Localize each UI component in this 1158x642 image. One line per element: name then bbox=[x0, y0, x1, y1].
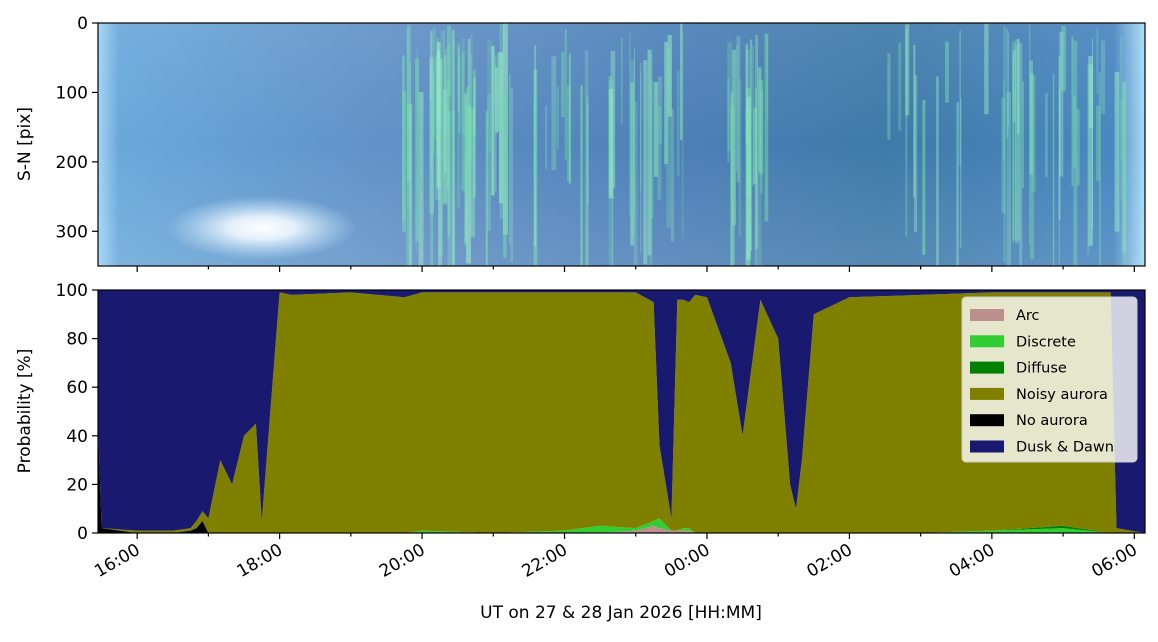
legend-box bbox=[961, 296, 1138, 463]
keogram-moon-glare bbox=[167, 196, 357, 260]
probability-ytick-label: 40 bbox=[66, 427, 88, 447]
legend-label: No aurora bbox=[1016, 413, 1088, 429]
probability-areas bbox=[98, 290, 1145, 533]
keogram-y-axis: 0 100 200 300 bbox=[56, 14, 98, 242]
probability-ytick-label: 0 bbox=[77, 524, 88, 544]
legend-swatch bbox=[970, 309, 1004, 321]
probability-xtick-label: 22:00 bbox=[519, 540, 571, 582]
x-axis-label: UT on 27 & 28 Jan 2026 [HH:MM] bbox=[480, 603, 762, 623]
probability-x-axis: 16:00 18:00 20:00 22:00 00:00 02:00 04:00 06:00 bbox=[91, 533, 1141, 582]
area-no-aurora bbox=[98, 423, 1145, 533]
area-noisy-aurora bbox=[98, 292, 1145, 533]
legend-swatch bbox=[970, 335, 1004, 348]
keogram-x-ticks bbox=[136, 266, 1135, 272]
keogram-ylabel: S-N [pix] bbox=[15, 107, 35, 181]
legend-swatch bbox=[970, 387, 1004, 400]
probability-xtick-label: 00:00 bbox=[661, 540, 713, 582]
probability-ytick-label: 80 bbox=[66, 330, 88, 350]
probability-frame bbox=[97, 289, 1146, 534]
probability-panel bbox=[98, 290, 1145, 533]
keogram-ytick-label: 0 bbox=[77, 14, 88, 34]
legend-label: Noisy aurora bbox=[1016, 387, 1108, 403]
probability-ylabel: Probability [%] bbox=[15, 349, 35, 474]
probability-ytick-label: 100 bbox=[56, 281, 88, 301]
probability-xtick-label: 02:00 bbox=[803, 540, 855, 582]
keogram-panel bbox=[98, 23, 1145, 266]
legend-swatch bbox=[970, 414, 1004, 427]
legend-label: Arc bbox=[1016, 308, 1040, 324]
keogram-ytick-label: 300 bbox=[56, 222, 88, 242]
probability-xtick-label: 16:00 bbox=[91, 540, 143, 582]
probability-y-axis: 0 20 40 60 80 100 bbox=[56, 281, 98, 544]
legend-swatch bbox=[970, 361, 1004, 374]
legend-label: Diffuse bbox=[1016, 361, 1067, 377]
legend: Arc Discrete Diffuse Noisy aurora No aurora D… bbox=[961, 296, 1138, 463]
keogram-ytick-label: 100 bbox=[56, 83, 88, 103]
probability-xtick-label: 06:00 bbox=[1088, 540, 1140, 582]
probability-xtick-label: 20:00 bbox=[376, 540, 428, 582]
probability-ytick-label: 60 bbox=[66, 378, 88, 398]
area-dusk-dawn bbox=[98, 290, 1145, 533]
probability-xtick-label: 18:00 bbox=[234, 540, 286, 582]
keogram-ytick-label: 200 bbox=[56, 153, 88, 173]
legend-swatch bbox=[970, 440, 1004, 453]
probability-xtick-label: 04:00 bbox=[946, 540, 998, 582]
keogram-frame bbox=[97, 22, 1146, 267]
probability-ytick-label: 20 bbox=[66, 475, 88, 495]
legend-label: Discrete bbox=[1016, 334, 1076, 350]
legend-label: Dusk & Dawn bbox=[1016, 440, 1114, 456]
